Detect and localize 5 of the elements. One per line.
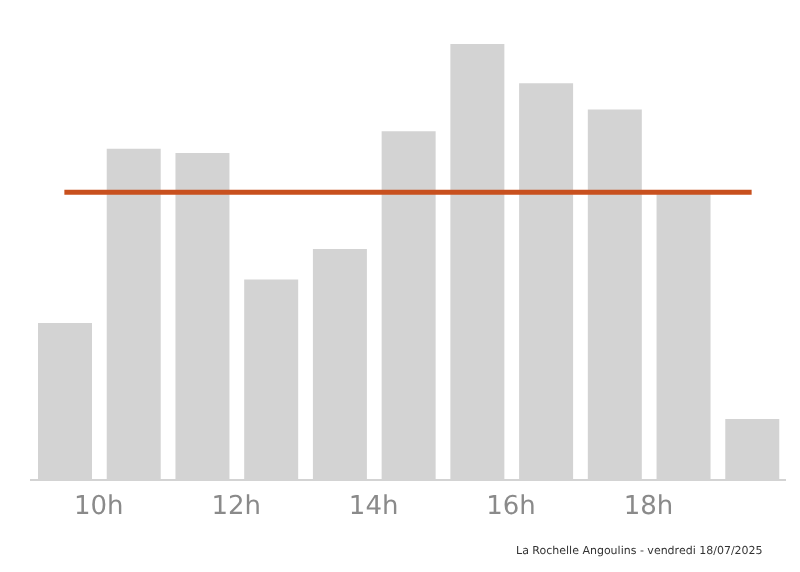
x-tick-label: 16h	[486, 492, 536, 523]
x-tick-label: 18h	[623, 492, 674, 523]
x-tick-label: 14h	[348, 492, 399, 523]
x-tick-label: 10h	[73, 492, 124, 523]
x-tick-label: 12h	[211, 492, 261, 523]
